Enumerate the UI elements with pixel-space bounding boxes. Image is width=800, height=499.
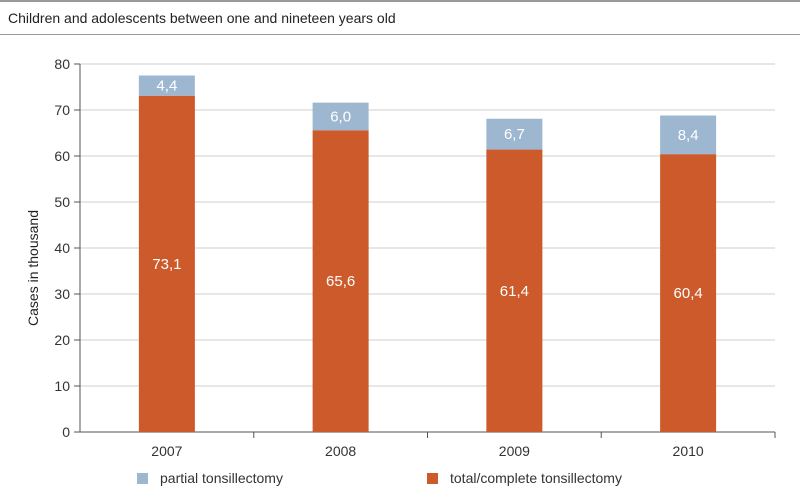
- bar-partial: [312, 102, 369, 131]
- y-tick-label: 30: [54, 286, 70, 302]
- bar-total-complete: [312, 130, 369, 433]
- y-tick-label: 20: [54, 332, 70, 348]
- gridlines: [80, 63, 775, 387]
- bar-partial: [660, 115, 717, 155]
- bar-partial: [486, 118, 543, 150]
- data-label: 60,4: [674, 285, 703, 302]
- data-label: 61,4: [500, 283, 529, 300]
- bar-total-complete: [660, 154, 717, 432]
- legend-swatch-total: [427, 472, 438, 484]
- bar-partial: [138, 75, 195, 96]
- y-tick-label: 0: [62, 424, 70, 440]
- y-tick-label: 80: [54, 56, 70, 72]
- top-rule: [0, 0, 800, 2]
- data-label: 6,0: [330, 108, 351, 125]
- legend-item-total: total/complete tonsillectomy: [427, 470, 622, 486]
- chart-subtitle: Children and adolescents between one and…: [8, 10, 396, 26]
- x-tick-label: 2010: [673, 443, 704, 459]
- data-label: 4,4: [156, 78, 177, 95]
- data-label: 8,4: [678, 127, 699, 144]
- data-labels: 73,1 4,4 65,6 6,0 61,4 6,7 60,4 8,4: [152, 78, 702, 302]
- axes: 0 10 20 30 40 50 60 70 80 Cases in thousand 2007 20…: [25, 56, 776, 459]
- legend-label-partial: partial tonsillectomy: [160, 470, 283, 486]
- x-tick-label: 2009: [499, 443, 530, 459]
- y-tick-label: 10: [54, 378, 70, 394]
- y-tick-label: 60: [54, 148, 70, 164]
- bars: [138, 75, 717, 433]
- legend-swatch-partial: [137, 472, 148, 484]
- bar-total-complete: [486, 149, 543, 432]
- data-label: 73,1: [152, 256, 181, 273]
- y-axis-title: Cases in thousand: [25, 210, 41, 326]
- x-tick-label: 2007: [151, 443, 182, 459]
- header-rule: [0, 34, 800, 35]
- data-label: 65,6: [326, 273, 355, 290]
- y-tick-label: 50: [54, 194, 70, 210]
- legend-item-partial: partial tonsillectomy: [137, 470, 283, 486]
- legend-label-total: total/complete tonsillectomy: [450, 470, 622, 486]
- y-tick-label: 40: [54, 240, 70, 256]
- bar-total-complete: [138, 95, 195, 433]
- y-tick-label: 70: [54, 102, 70, 118]
- data-label: 6,7: [504, 126, 525, 143]
- x-tick-label: 2008: [325, 443, 356, 459]
